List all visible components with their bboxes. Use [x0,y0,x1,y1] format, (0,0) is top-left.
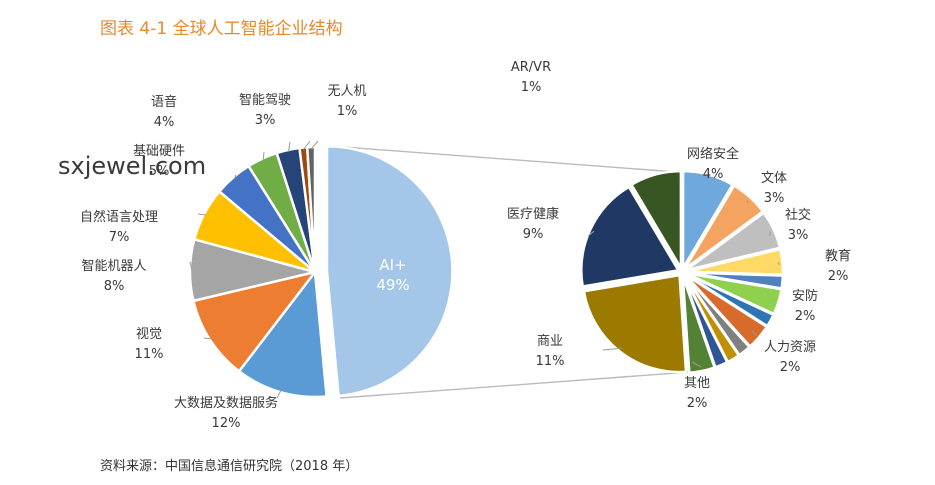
slice-label: 大数据及数据服务 [174,395,278,411]
secondary-pie-slice-12 [582,273,688,374]
leader-line [691,361,702,368]
secondary-pie-slice-11 [681,275,717,375]
slice-label: 网络安全 [687,146,739,162]
main-pie-slice-2 [191,269,319,374]
chart-source: 资料来源：中国信息通信研究院（2018 年） [100,459,359,474]
slice-label: 无人机 [327,84,366,99]
slice-value: 8% [104,279,125,294]
slice-value: 11% [536,354,565,369]
secondary-pie-slice-13 [580,185,681,288]
slice-value: 5% [149,164,170,179]
leader-line [197,213,207,216]
slice-value: 2% [780,360,801,375]
slice-label-ai-plus: AI+ [379,256,406,274]
leader-line [189,261,193,271]
leader-line [773,299,775,302]
leader-line [203,337,212,340]
slice-value: 1% [521,80,542,95]
slice-label: AR/VR [511,60,551,75]
leader-line [746,199,749,204]
main-pie-slice-ai [325,145,454,398]
connector-line-bottom [339,371,691,399]
slice-label: 语音 [151,94,177,110]
connector-line-top [329,145,691,174]
slice-value: 3% [764,191,785,206]
slice-label: 社交 [785,207,811,223]
leader-line [310,140,319,150]
secondary-pie-slice-0 [681,169,735,273]
leader-line [262,151,265,161]
secondary-pie-slice-1 [683,183,765,271]
main-pie-slice-ar-vr [305,145,317,273]
leader-line [233,174,237,180]
secondary-pie-slice-2 [684,211,782,272]
slice-value: 3% [255,113,276,128]
slice-value: 3% [788,228,809,243]
slice-value: 7% [109,230,130,245]
leader-line [778,262,780,266]
slice-value: 4% [154,115,175,130]
leader-line [602,347,622,351]
leader-line [303,140,311,150]
slice-value: 9% [523,227,544,242]
secondary-pie-slice-14 [629,169,683,273]
slice-label: 智能驾驶 [239,93,291,108]
leader-line [276,389,282,399]
slice-value: 11% [135,347,164,362]
slice-label: 其他 [684,376,710,391]
slice-value: 1% [337,104,358,119]
slice-value-ai-plus: 49% [376,276,409,294]
slice-label: 智能机器人 [81,259,146,274]
slice-label: 安防 [792,288,818,304]
slice-label: 医疗健康 [507,206,559,222]
slice-value: 2% [687,396,708,411]
slice-label: 自然语言处理 [80,209,158,225]
chart-title: 图表 4-1 全球人工智能企业结构 [100,19,343,39]
slice-label: 文体 [761,171,787,186]
slice-value: 2% [795,309,816,324]
slice-label: 商业 [537,334,563,349]
leader-line [287,141,291,152]
slice-label: 人力资源 [764,340,816,355]
slice-label: 视觉 [136,327,162,342]
leader-line [751,330,757,335]
slice-value: 2% [828,269,849,284]
slice-value: 12% [212,416,241,431]
leader-line [587,230,595,237]
slice-label: 教育 [825,248,851,264]
slice-value: 4% [703,167,724,182]
slice-label: 基础硬件 [133,144,185,159]
watermark: sxjewel.com [58,152,207,180]
